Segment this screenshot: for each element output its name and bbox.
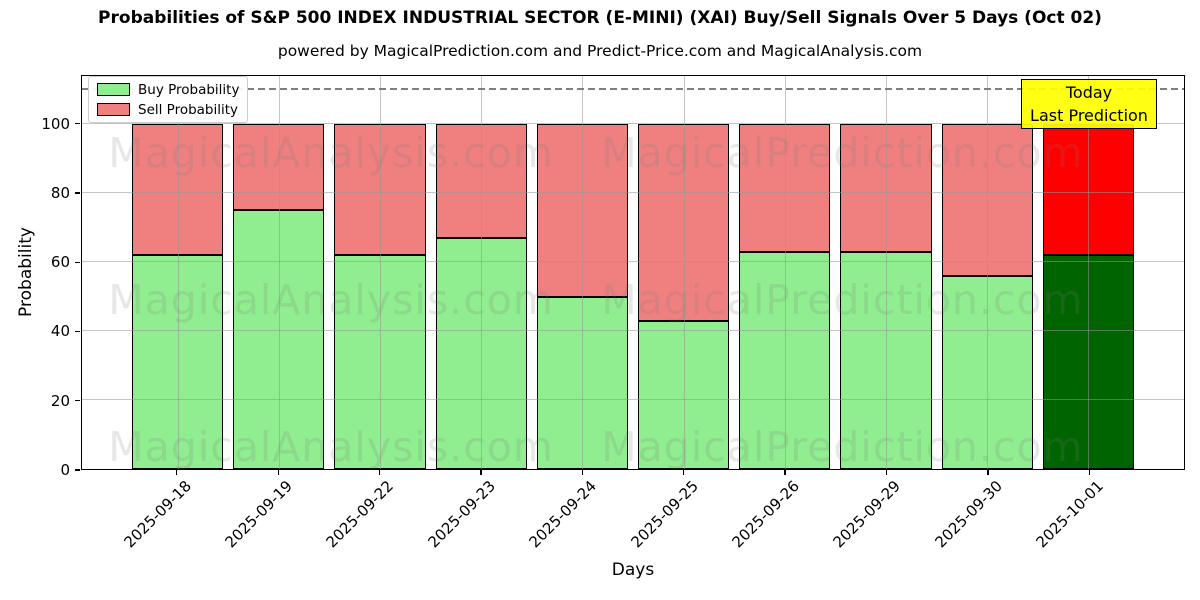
chart-subtitle: powered by MagicalPrediction.com and Pre… <box>277 42 923 60</box>
legend-swatch-buy-icon <box>97 83 130 96</box>
watermark-text: MagicalPrediction.com <box>601 129 1084 178</box>
x-tick-label: 2025-09-22 <box>322 477 398 552</box>
x-tick-mark <box>885 470 888 475</box>
y-tick-label: 100 <box>41 114 70 133</box>
legend-row-sell: Sell Probability <box>97 102 239 118</box>
bar-segment-sell <box>840 124 932 252</box>
v-gridline <box>683 76 685 469</box>
y-tick-mark <box>75 192 80 194</box>
x-tick-label: 2025-09-24 <box>525 477 601 552</box>
x-tick-mark <box>176 470 178 475</box>
h-gridline <box>82 261 1184 263</box>
bar-segment-buy <box>132 255 224 469</box>
v-gridline <box>987 76 989 469</box>
h-gridline <box>82 192 1184 194</box>
x-axis-label: Days <box>611 560 655 580</box>
today-annotation-line2: Last Prediction <box>1030 106 1148 125</box>
v-gridline <box>582 76 584 469</box>
today-annotation-line1: Today <box>1065 83 1113 102</box>
x-tick-mark <box>683 470 685 475</box>
bar-segment-buy <box>334 255 426 469</box>
v-gridline <box>177 76 179 469</box>
h-gridline <box>82 330 1184 332</box>
x-tick-label: 2025-09-26 <box>728 477 803 552</box>
x-tick-mark <box>1088 470 1090 475</box>
x-tick-label: 2025-09-19 <box>221 477 296 552</box>
dashed-threshold-line <box>82 88 1184 90</box>
y-tick-label: 40 <box>50 322 70 341</box>
h-gridline <box>82 123 1184 125</box>
y-tick-mark <box>75 261 80 263</box>
y-tick-mark <box>75 122 80 125</box>
x-tick-mark <box>277 470 279 475</box>
watermark-text: MagicalAnalysis.com <box>108 422 554 471</box>
h-gridline <box>82 399 1184 401</box>
y-axis-label: Probability <box>16 227 36 317</box>
x-tick-mark <box>378 470 381 475</box>
legend: Buy Probability Sell Probability <box>88 76 248 123</box>
y-tick-mark <box>75 469 80 471</box>
v-gridline <box>885 76 887 469</box>
chart-title: Probabilities of S&P 500 INDEX INDUSTRIA… <box>98 8 1102 28</box>
v-gridline <box>784 76 786 469</box>
bar-segment-sell <box>638 124 730 321</box>
watermark-text: MagicalAnalysis.com <box>108 276 554 324</box>
legend-label-sell: Sell Probability <box>138 101 239 118</box>
bar-segment-sell <box>334 124 426 256</box>
v-gridline <box>481 76 483 469</box>
watermark-text: MagicalPrediction.com <box>601 276 1084 324</box>
v-gridline <box>380 76 382 469</box>
bar-segment-buy <box>638 320 730 469</box>
v-gridline <box>1088 76 1090 469</box>
x-tick-mark <box>987 470 989 475</box>
y-tick-label: 20 <box>50 391 70 410</box>
y-tick-label: 60 <box>50 253 70 272</box>
v-gridline <box>278 76 280 469</box>
bar-segment-buy <box>840 251 932 469</box>
y-tick-mark <box>75 330 80 333</box>
legend-label-buy: Buy Probability <box>138 81 240 98</box>
x-tick-label: 2025-09-18 <box>120 477 195 552</box>
y-tick-label: 80 <box>50 183 70 202</box>
y-tick-label: 0 <box>60 461 70 479</box>
x-tick-label: 2025-09-30 <box>931 477 1006 552</box>
today-annotation-box: Today Last Prediction <box>1021 79 1157 129</box>
bar-segment-sell <box>132 124 224 256</box>
legend-row-buy: Buy Probability <box>97 82 239 98</box>
watermark-text: MagicalAnalysis.com <box>108 129 554 178</box>
x-tick-label: 2025-09-23 <box>424 477 499 552</box>
x-tick-label: 2025-09-25 <box>627 477 702 552</box>
x-tick-label: 2025-09-29 <box>829 477 905 552</box>
x-tick-mark <box>784 470 786 475</box>
x-tick-label: 2025-10-01 <box>1032 477 1107 552</box>
x-tick-mark <box>480 470 482 475</box>
y-tick-mark <box>75 400 80 402</box>
plot-area: MagicalAnalysis.com MagicalPrediction.com… <box>81 75 1185 471</box>
watermark-text: MagicalPrediction.com <box>601 422 1084 471</box>
legend-swatch-sell-icon <box>97 103 130 116</box>
x-tick-mark <box>581 470 583 475</box>
